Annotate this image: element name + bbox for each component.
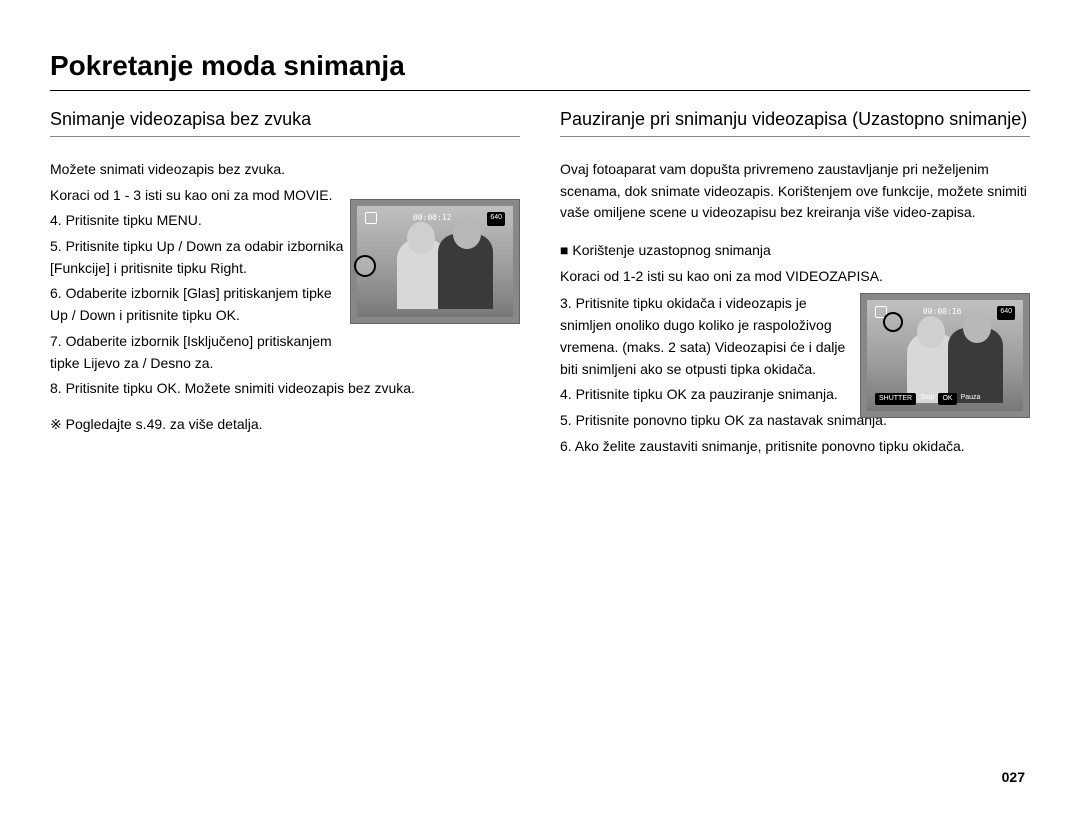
cam-screen: 00:00:12 640: [357, 206, 513, 317]
page-number: 027: [1002, 769, 1025, 785]
left-divider: [50, 136, 520, 137]
cam-btn-shutter-label: Stop: [920, 393, 934, 406]
cam-screen-r: 00:00:16 640 SHUTTER Sto: [867, 300, 1023, 411]
left-step-5: 5. Pritisnite tipku Up / Down za odabir …: [50, 236, 350, 279]
left-note: ※ Pogledajte s.49. za više detalja.: [50, 414, 520, 436]
right-steps-text: 3. Pritisnite tipku okidača i videozapis…: [560, 293, 860, 405]
cam-people: [387, 229, 503, 309]
right-steps-with-image: 3. Pritisnite tipku okidača i videozapis…: [560, 293, 1030, 405]
right-bullet: Korištenje uzastopnog snimanja: [560, 240, 1030, 262]
cam-res-badge: 640: [487, 212, 505, 226]
cam-btn-ok-label: Pauza: [961, 393, 981, 406]
left-column: Snimanje videozapisa bez zvuka Možete sn…: [50, 109, 520, 461]
left-content: Možete snimati videozapis bez zvuka. Kor…: [50, 159, 520, 436]
left-step-8: 8. Pritisnite tipku OK. Možete snimiti v…: [50, 378, 520, 400]
right-column: Pauziranje pri snimanju videozapisa (Uza…: [560, 109, 1030, 461]
right-intro: Ovaj fotoaparat vam dopušta privremeno z…: [560, 159, 1030, 224]
manual-page: Pokretanje moda snimanja Snimanje videoz…: [0, 0, 1080, 815]
title-divider: [50, 90, 1030, 91]
left-step-7: 7. Odaberite izbornik [Isključeno] priti…: [50, 331, 350, 374]
camera-preview-left: 00:00:12 640: [350, 199, 520, 324]
cam-btn-shutter: SHUTTER: [875, 393, 916, 406]
left-step-4: 4. Pritisnite tipku MENU.: [50, 210, 350, 232]
cam-btn-ok: OK: [938, 393, 956, 406]
page-title: Pokretanje moda snimanja: [50, 50, 1030, 90]
left-section-title: Snimanje videozapisa bez zvuka: [50, 109, 520, 136]
cam-people-r: [897, 323, 1013, 403]
right-step-6: 6. Ako želite zaustaviti snimanje, priti…: [560, 436, 1030, 458]
left-intro: Možete snimati videozapis bez zvuka.: [50, 159, 350, 181]
cam-bottom-overlay: SHUTTER Stop OK Pauza: [875, 393, 1015, 406]
camera-preview-right: 00:00:16 640 SHUTTER Sto: [860, 293, 1030, 418]
left-steps-note: Koraci od 1 - 3 isti su kao oni za mod M…: [50, 185, 350, 207]
right-steps-note: Koraci od 1-2 isti su kao oni za mod VID…: [560, 266, 1030, 288]
right-step-3: 3. Pritisnite tipku okidača i videozapis…: [560, 293, 860, 380]
head-groom: [453, 219, 481, 249]
head-bride: [407, 222, 435, 254]
cam-top-overlay: 00:00:12 640: [365, 212, 505, 226]
rec-icon: [365, 212, 377, 224]
highlight-circle-icon: [354, 255, 376, 277]
cam-top-overlay-r: 00:00:16 640: [875, 306, 1015, 320]
cam-res-badge-r: 640: [997, 306, 1015, 320]
right-divider: [560, 136, 1030, 137]
left-text-block: Možete snimati videozapis bez zvuka. Kor…: [50, 159, 350, 374]
two-column-layout: Snimanje videozapisa bez zvuka Možete sn…: [50, 109, 1030, 461]
right-step-4: 4. Pritisnite tipku OK za pauziranje sni…: [560, 384, 860, 406]
left-step-6: 6. Odaberite izbornik [Glas] pritiskanje…: [50, 283, 350, 326]
right-content: Ovaj fotoaparat vam dopušta privremeno z…: [560, 159, 1030, 457]
right-section-title: Pauziranje pri snimanju videozapisa (Uza…: [560, 109, 1030, 136]
